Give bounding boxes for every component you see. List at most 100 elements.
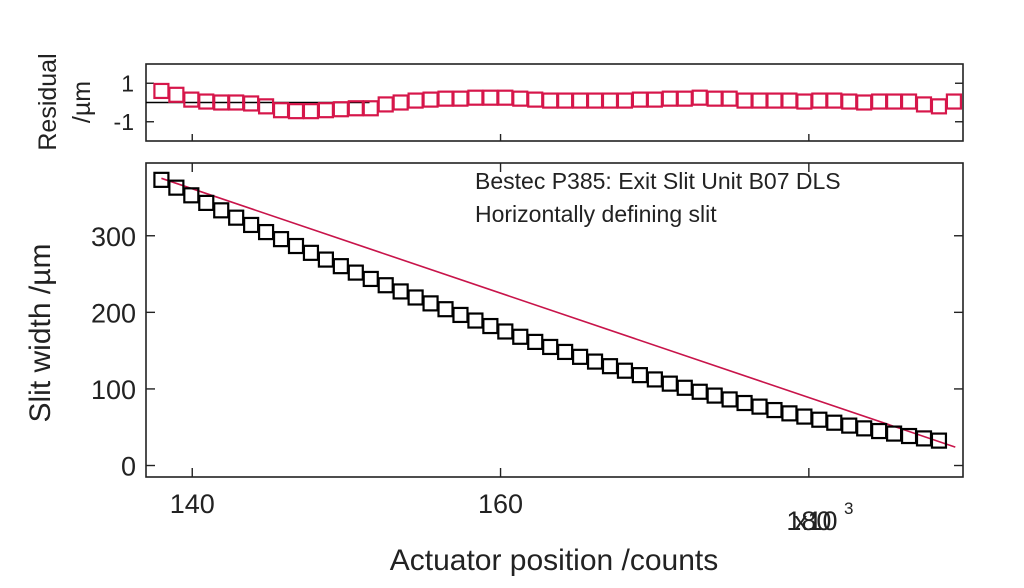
main-point [796, 408, 813, 425]
residual-y-ticks: 1 -1 [114, 70, 963, 141]
x-multiplier-exponent: 3 [844, 499, 853, 518]
main-point [751, 398, 768, 415]
main-axis-ticks: 0 100 200 300 140 160 180 [91, 163, 963, 536]
main-x-tick-label: 140 [170, 489, 215, 519]
residual-point [676, 90, 693, 107]
residual-point [930, 98, 948, 115]
residual-y-label-line2: /µm [68, 81, 96, 123]
main-point [407, 289, 424, 306]
main-point [676, 379, 693, 396]
main-x-tick-label: 180 [786, 506, 831, 536]
main-markers [153, 171, 948, 449]
residual-point [198, 93, 215, 110]
main-point [228, 209, 245, 226]
residual-point [272, 102, 290, 119]
residual-y-tick-label: -1 [114, 109, 134, 135]
residual-point [168, 86, 185, 103]
residual-point [945, 93, 963, 110]
residual-point [796, 93, 813, 110]
residual-point [407, 92, 424, 109]
residual-point [751, 92, 768, 109]
residual-point [317, 102, 334, 119]
main-point [512, 328, 529, 345]
main-y-label: Slit width /µm [24, 244, 57, 423]
main-point [706, 387, 723, 404]
main-point [811, 411, 828, 428]
residual-point [691, 89, 708, 106]
main-point [257, 223, 275, 241]
main-point [586, 353, 604, 370]
x-multiplier-base: x10 [794, 506, 838, 536]
residual-point [542, 92, 559, 109]
main-point [467, 312, 484, 329]
main-point [243, 216, 260, 234]
main-point [557, 343, 574, 361]
main-point [497, 323, 514, 340]
residual-point [885, 93, 903, 110]
main-point [272, 231, 290, 248]
residual-point [437, 90, 454, 107]
residual-point [482, 89, 499, 106]
residual-point [586, 92, 604, 109]
residual-point [721, 90, 738, 107]
main-point [766, 401, 783, 419]
x-multiplier: x10 3 [794, 499, 853, 536]
residual-point [392, 94, 409, 111]
residual-point [287, 103, 305, 120]
residual-point [631, 91, 648, 108]
main-point [781, 405, 798, 422]
main-point [691, 383, 708, 400]
main-point [736, 394, 753, 412]
main-point [452, 306, 469, 324]
residual-point [915, 96, 933, 113]
residual-point [557, 92, 574, 109]
main-point [213, 202, 230, 219]
main-point [601, 358, 619, 375]
fit-line [161, 177, 956, 448]
main-point [437, 301, 454, 318]
residual-point [826, 92, 843, 109]
residual-point [900, 93, 918, 110]
residual-point [841, 93, 858, 110]
residual-point [661, 90, 678, 107]
residual-point [646, 91, 663, 108]
main-point [661, 375, 678, 392]
main-point [422, 295, 439, 312]
main-point [287, 237, 305, 255]
main-point [930, 432, 948, 449]
main-point [721, 391, 738, 408]
residual-point [467, 89, 484, 106]
residual-point [811, 92, 828, 109]
residual-y-tick-label: 1 [121, 70, 134, 96]
residual-point [302, 103, 320, 120]
main-y-tick-label: 0 [121, 452, 136, 482]
residual-point [153, 82, 170, 100]
main-point [302, 244, 320, 261]
main-point [332, 258, 349, 275]
residual-point [452, 90, 469, 107]
main-point [317, 251, 334, 268]
residual-point [422, 91, 439, 108]
main-point [616, 362, 634, 379]
residual-point [856, 94, 873, 111]
main-point [482, 317, 499, 335]
residual-point [616, 92, 634, 109]
main-y-tick-label: 300 [91, 222, 136, 252]
residual-point [527, 91, 544, 108]
annotation-line2: Horizontally defining slit [475, 201, 717, 227]
main-y-tick-label: 200 [91, 298, 136, 328]
main-point [198, 194, 215, 212]
main-point [571, 348, 589, 365]
main-point [362, 270, 379, 288]
main-point [542, 338, 559, 356]
main-point [826, 414, 843, 431]
residual-point [706, 90, 723, 107]
annotation-line1: Bestec P385: Exit Slit Unit B07 DLS [475, 168, 841, 194]
main-point [377, 277, 394, 294]
residual-point [497, 89, 514, 106]
main-point [646, 371, 663, 388]
residual-point [736, 92, 753, 109]
residual-markers [153, 82, 963, 120]
residual-point [512, 90, 529, 107]
